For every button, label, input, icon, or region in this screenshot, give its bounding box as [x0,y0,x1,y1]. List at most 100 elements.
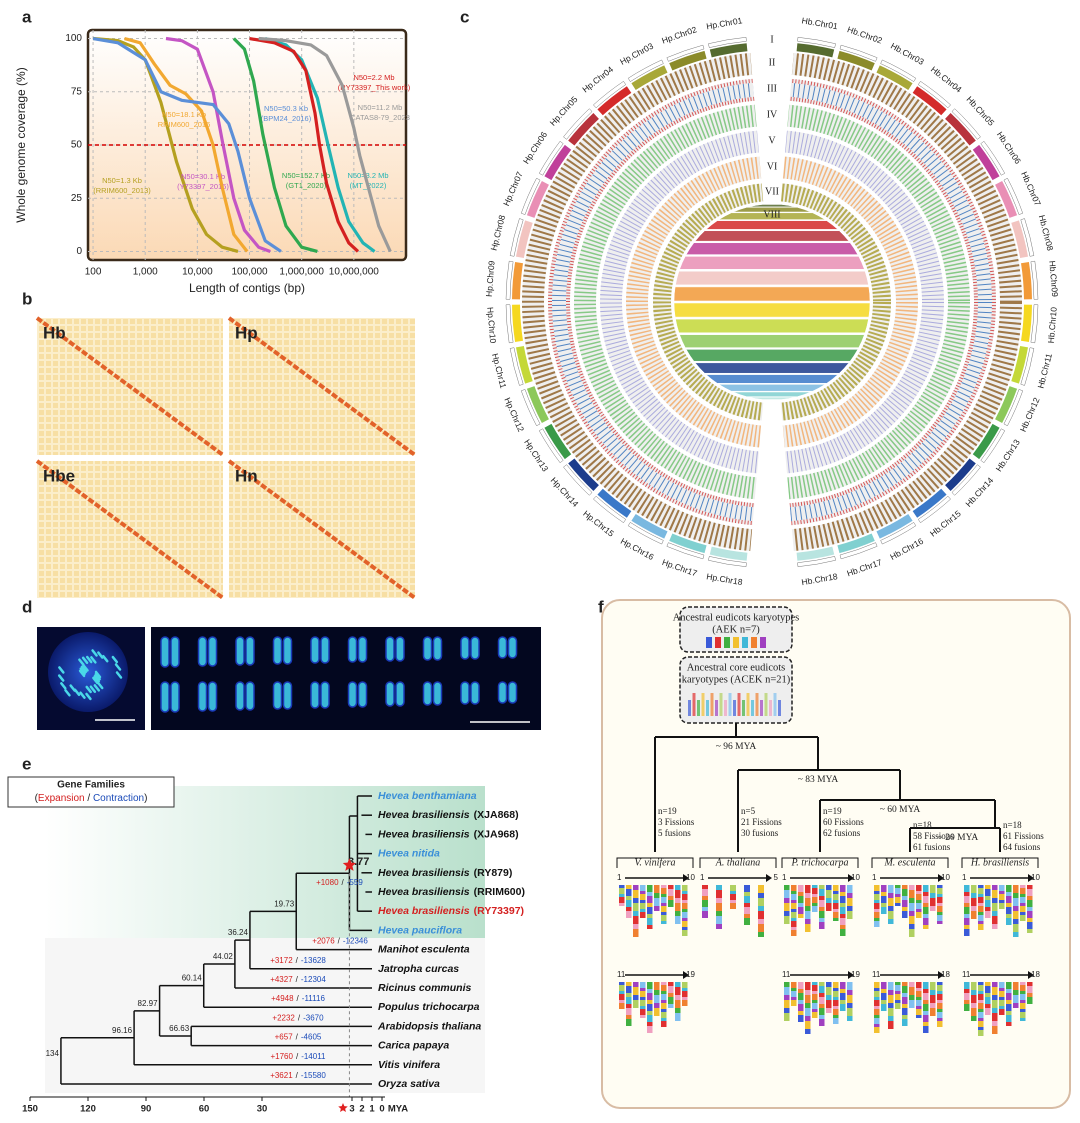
event-note: 61 Fissions [1003,831,1044,841]
chr-block [902,1004,908,1008]
chr-block [619,1003,625,1009]
chr-block [682,891,688,894]
chromosome [385,636,395,662]
chr-block [937,903,943,906]
chr-block [1027,885,1033,889]
chr-block [812,982,818,985]
species-label: Hevea brasiliensis (RY879) [378,867,512,879]
chromosome-band [945,458,976,491]
chr-block [633,890,639,898]
chr-block [1027,896,1033,900]
chromosome-label: Hb.Chr01 [801,15,839,31]
chr-block [1027,889,1033,896]
chr-block [992,898,998,903]
chr-block [895,1000,901,1003]
chr-block [999,1009,1005,1015]
expansion: +4327 [270,975,293,984]
annotation: N50=30.1 Kb [181,172,225,181]
chr-block [840,914,846,918]
ancestral-chr [706,637,712,648]
x-tick-label: 60 [199,1104,210,1115]
event-note: 60 Fissions [823,817,864,827]
chr-block [640,1000,646,1006]
chromosome-band [512,304,523,342]
chr-block [626,993,632,997]
chr-block [874,918,880,921]
species-label: Ricinus communis [378,982,472,994]
chromosome [497,681,508,704]
chr-block [971,1003,977,1008]
line-series [258,36,392,253]
chr-block [985,900,991,907]
chr-index: 19 [686,970,695,979]
chr-block [640,900,646,903]
chr-block [668,885,674,889]
chr-block [833,997,839,1000]
chromosome-spot [114,663,122,671]
chromosome-label: Hp.Chr16 [619,536,656,562]
species-name: Hevea pauciflora [378,924,462,936]
species-label: Jatropha curcas [378,963,459,975]
species-name: Populus trichocarpa [378,1001,480,1013]
chr-block [895,894,901,897]
chromosome-label: Hp.Chr10 [485,307,498,344]
chr-block [1013,924,1019,932]
synteny-ribbon [705,374,839,384]
chromosome-band [526,181,549,218]
chr-block [812,906,818,912]
chr-block [833,900,839,903]
ancestral-chr [760,700,763,716]
chr-block [626,911,632,918]
chr-block [937,982,943,985]
chromosome-label: Hb.Chr04 [929,64,964,94]
chr-block [874,1027,880,1033]
chr-block [668,997,674,1004]
chromosome-spot [91,649,98,657]
chromosome [160,636,170,668]
chr-block [1013,932,1019,937]
chromosome-spot [93,684,101,692]
hic-diagonal [227,459,417,600]
chr-block [923,918,929,925]
chr-block [819,907,825,911]
chr-block [668,1004,674,1008]
chr-block [682,921,688,927]
contraction: -15580 [301,1071,326,1080]
node-age: 82.97 [138,999,159,1008]
chr-block [964,929,970,936]
chr-block [758,906,764,911]
chr-block [675,885,681,890]
chr-block [647,896,653,903]
chr-block [619,897,625,903]
annotation: (Y73397_2016) [177,182,229,191]
chr-block [840,885,846,892]
chromosome-spot [57,674,65,682]
chr-block [1027,918,1033,922]
chr-block [661,1012,667,1018]
contraction: -12304 [301,975,326,984]
chr-block [819,900,825,907]
x-tick-label: 150 [22,1104,38,1115]
chr-block [798,896,804,903]
species-label: Hevea brasiliensis (RY73397) [378,905,524,917]
chr-block [758,932,764,937]
chr-block [626,1019,632,1026]
chr-block [1006,914,1012,918]
chr-block [874,900,880,903]
arrowhead [848,971,854,979]
chr-block [937,1003,943,1009]
chr-block [847,990,853,995]
synteny-ribbon [718,212,826,220]
chr-block [847,911,853,919]
chr-block [895,1003,901,1009]
legend-title: Gene Families [57,780,125,791]
chr-block [702,885,708,889]
chr-block [923,1000,929,1004]
chromosome-label: Hp.Chr04 [580,64,615,94]
chromosome-band [669,50,707,71]
tick-ring [666,542,705,560]
tick-ring [951,108,981,140]
tick-ring [538,140,564,176]
chr-block [633,982,639,987]
chr-block [812,885,818,888]
